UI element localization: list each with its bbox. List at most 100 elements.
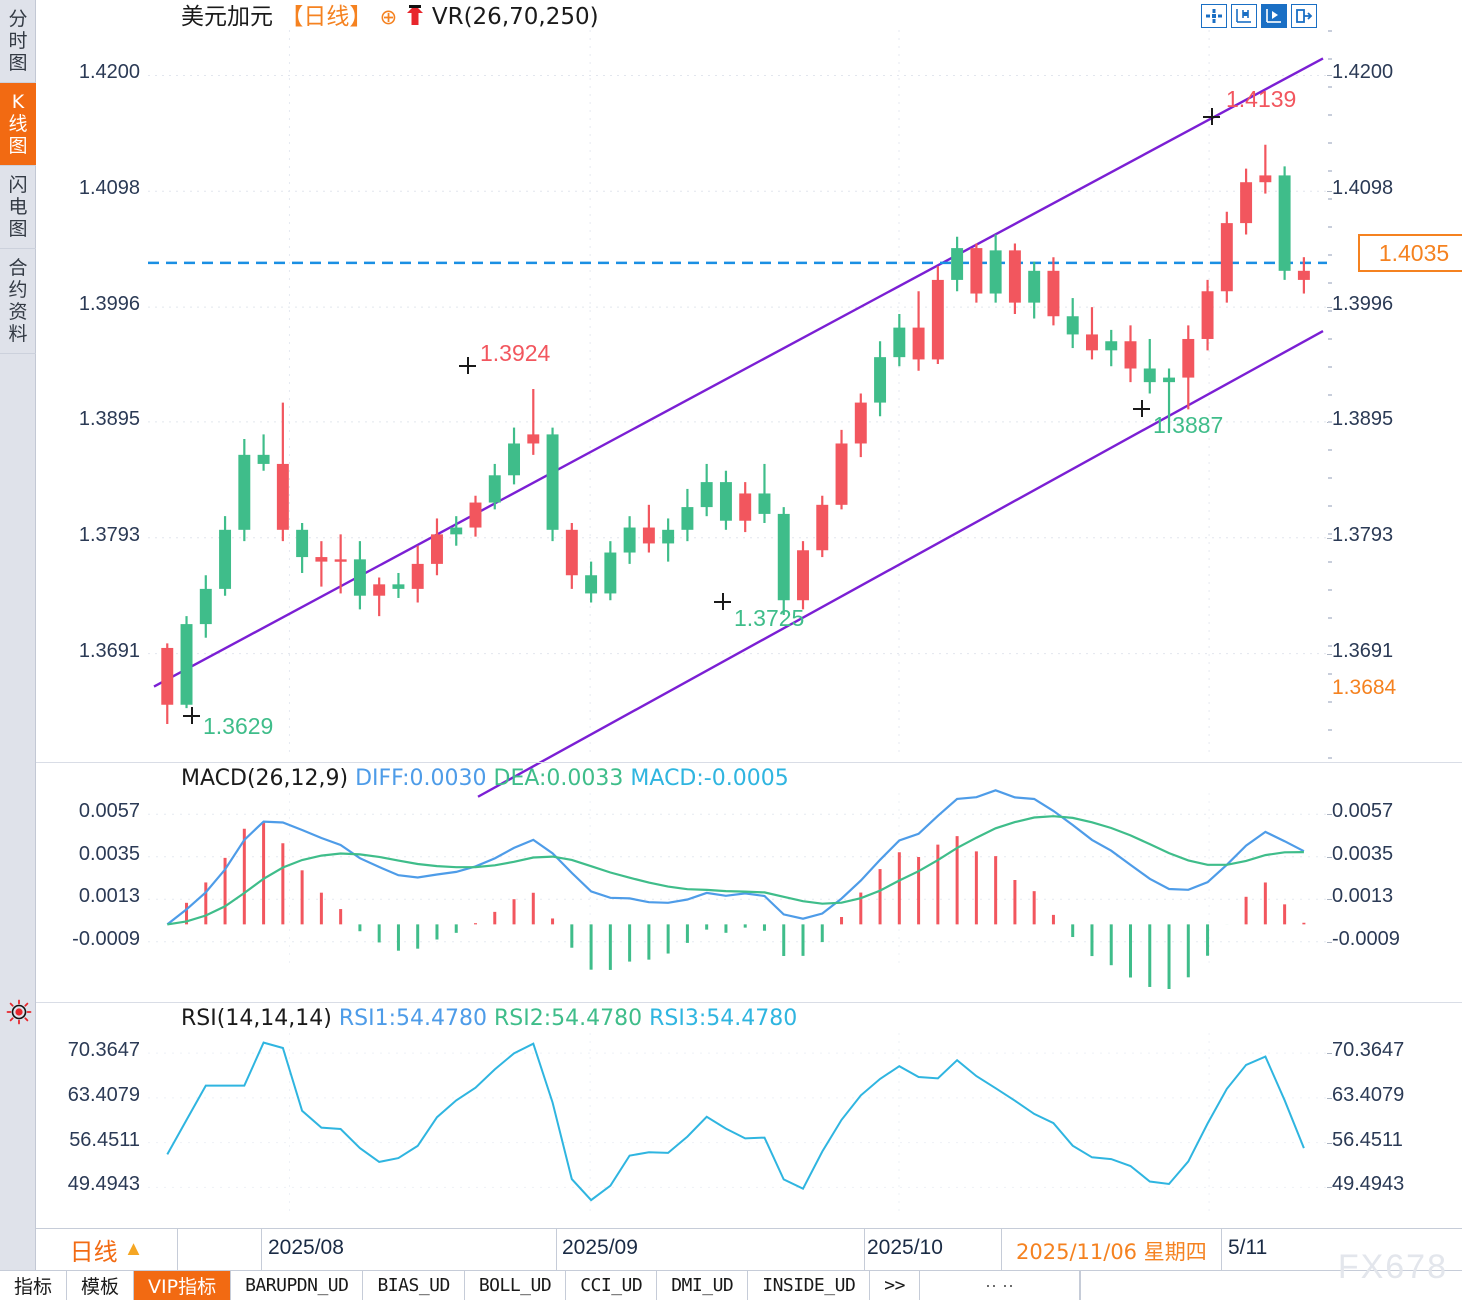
price-axis-minor-tick bbox=[1328, 141, 1332, 144]
price-chart-plot[interactable] bbox=[148, 30, 1327, 798]
up-arrow-icon[interactable] bbox=[405, 4, 425, 26]
toolbar-indicators[interactable]: 指标 bbox=[0, 1271, 68, 1300]
price-axis-minor-tick bbox=[1328, 85, 1332, 88]
macd-chart-plot[interactable] bbox=[148, 789, 1327, 990]
toolbar-dots: ·· ·· bbox=[920, 1271, 1080, 1300]
cursor-pointer-icon[interactable] bbox=[1261, 4, 1287, 28]
date-axis-tick: 2025/08 bbox=[268, 1236, 344, 1259]
price-axis-minor-tick bbox=[1328, 729, 1332, 732]
price-marker-crosshair-icon bbox=[1133, 400, 1150, 417]
price-axis-minor-tick bbox=[1328, 673, 1332, 676]
macd-axis-tick bbox=[1327, 814, 1332, 816]
rsi-axis-label-left: 56.4511 bbox=[69, 1128, 140, 1151]
price-axis-label-right: 1.3996 bbox=[1332, 293, 1394, 316]
price-axis-minor-tick bbox=[1328, 477, 1332, 480]
toolbar-dmi-ud[interactable]: DMI_UD bbox=[657, 1271, 749, 1300]
sidebar-item-char: 资 bbox=[8, 301, 28, 323]
sidebar-item-timeline[interactable]: 分时图 bbox=[0, 0, 36, 83]
sidebar-item-char: 闪 bbox=[8, 174, 28, 196]
current-price-box[interactable]: 1.4035 bbox=[1358, 234, 1462, 272]
price-axis-minor-tick bbox=[1328, 449, 1332, 452]
price-axis-label-left: 1.3895 bbox=[78, 407, 140, 430]
price-axis-label-right: 1.3691 bbox=[1332, 639, 1394, 662]
crosshair-move-icon[interactable] bbox=[1201, 4, 1227, 28]
rsi-axis-label-right: 70.3647 bbox=[1332, 1039, 1405, 1062]
price-axis-minor-tick bbox=[1328, 645, 1332, 648]
rsi-axis-label-right: 49.4943 bbox=[1332, 1173, 1405, 1196]
date-axis-separator bbox=[1001, 1229, 1002, 1270]
exit-icon[interactable] bbox=[1291, 4, 1317, 28]
toolbar-templates[interactable]: 模板 bbox=[67, 1271, 135, 1300]
rsi1-value: RSI1:54.4780 bbox=[338, 1006, 487, 1031]
period-up-triangle-icon: ▲ bbox=[123, 1238, 144, 1260]
macd-dea-value: DEA:0.0033 bbox=[493, 766, 624, 791]
date-axis-separator bbox=[1221, 1229, 1222, 1270]
chart-frame: 美元加元 【日线】 ⊕ VR(26,70,250) bbox=[36, 0, 1462, 1270]
sidebar-item-char: K bbox=[11, 91, 25, 113]
indicator-name: VR(26,70,250) bbox=[431, 4, 599, 30]
rsi-axis-tick bbox=[1327, 1053, 1332, 1055]
price-axis-minor-tick bbox=[1328, 589, 1332, 592]
price-axis-minor-tick bbox=[1328, 561, 1332, 564]
sidebar-item-lightning[interactable]: 闪电图 bbox=[0, 166, 36, 249]
toolbar-more[interactable]: >> bbox=[870, 1271, 920, 1300]
date-axis-tick: 2025/10 bbox=[867, 1236, 943, 1259]
sidebar-item-char: 料 bbox=[8, 323, 28, 345]
sidebar-item-char: 图 bbox=[8, 218, 28, 240]
toolbar-bias-ud[interactable]: BIAS_UD bbox=[363, 1271, 465, 1300]
price-axis-label-right: 1.3895 bbox=[1332, 407, 1394, 430]
rsi3-value: RSI3:54.4780 bbox=[649, 1006, 798, 1031]
rsi-chart-plot[interactable] bbox=[148, 1033, 1327, 1213]
orange-price-label: 1.3684 bbox=[1332, 675, 1397, 699]
macd-axis-label-left: 0.0013 bbox=[78, 885, 140, 908]
high-price-marker-label: 1.3924 bbox=[480, 340, 551, 366]
price-axis-tick bbox=[1327, 191, 1332, 193]
rsi-axis-label-right: 56.4511 bbox=[1332, 1128, 1403, 1151]
price-axis-minor-tick bbox=[1328, 393, 1332, 396]
rsi-name: RSI(14,14,14) bbox=[181, 1006, 332, 1031]
low-price-marker-label: 1.3887 bbox=[1153, 412, 1224, 438]
date-axis: 日线 ▲ 2025/08 2025/09 2025/10 2025/11/06 星期四… bbox=[36, 1228, 1462, 1270]
toolbar-cci-ud[interactable]: CCI_UD bbox=[566, 1271, 658, 1300]
price-axis-label-right: 1.4200 bbox=[1332, 61, 1394, 84]
price-axis-minor-tick bbox=[1328, 505, 1332, 508]
date-axis-separator bbox=[556, 1229, 557, 1270]
macd-name: MACD(26,12,9) bbox=[181, 766, 349, 791]
price-axis-minor-tick bbox=[1328, 757, 1332, 759]
toolbar-empty-area bbox=[1079, 1271, 1462, 1300]
chart-tool-buttons bbox=[1201, 4, 1317, 28]
date-axis-separator bbox=[864, 1229, 865, 1270]
rsi-indicator-title: RSI(14,14,14) RSI1:54.4780 RSI2:54.4780 … bbox=[181, 1006, 797, 1031]
toolbar-vip-indicators[interactable]: VIP指标 bbox=[134, 1271, 232, 1300]
macd-indicator-title: MACD(26,12,9) DIFF:0.0030 DEA:0.0033 MAC… bbox=[181, 766, 789, 791]
toolbar-inside-ud[interactable]: INSIDE_UD bbox=[748, 1271, 871, 1300]
sidebar-item-char: 电 bbox=[8, 196, 28, 218]
panel-divider-macd bbox=[36, 762, 1462, 763]
sidebar-item-char: 合 bbox=[8, 257, 28, 279]
price-axis-minor-tick bbox=[1328, 309, 1332, 312]
price-axis-label-right: 1.4098 bbox=[1332, 177, 1394, 200]
alert-sun-icon[interactable] bbox=[6, 999, 32, 1025]
high-price-marker-label: 1.4139 bbox=[1226, 86, 1297, 112]
price-axis-label-left: 1.3691 bbox=[78, 639, 140, 662]
measure-icon[interactable] bbox=[1231, 4, 1257, 28]
price-axis-minor-tick bbox=[1328, 169, 1332, 172]
price-axis-minor-tick bbox=[1328, 701, 1332, 704]
rsi-axis-tick bbox=[1327, 1097, 1332, 1099]
macd-diff-value: DIFF:0.0030 bbox=[355, 766, 487, 791]
date-axis-separator bbox=[261, 1229, 262, 1270]
price-axis-minor-tick bbox=[1328, 197, 1332, 200]
period-selector[interactable]: 日线 ▲ bbox=[36, 1229, 178, 1270]
sidebar-item-char: 约 bbox=[8, 279, 28, 301]
toolbar-barupdn-ud[interactable]: BARUPDN_UD bbox=[231, 1271, 364, 1300]
price-axis-minor-tick bbox=[1328, 365, 1332, 368]
macd-axis-tick bbox=[1327, 856, 1332, 858]
toolbar-boll-ud[interactable]: BOLL_UD bbox=[465, 1271, 567, 1300]
price-axis-tick bbox=[1327, 653, 1332, 655]
sidebar-item-contract-info[interactable]: 合约资料 bbox=[0, 249, 36, 354]
price-axis-minor-tick bbox=[1328, 30, 1332, 32]
crosshair-circle-icon[interactable]: ⊕ bbox=[379, 5, 398, 29]
price-axis-minor-tick bbox=[1328, 57, 1332, 60]
